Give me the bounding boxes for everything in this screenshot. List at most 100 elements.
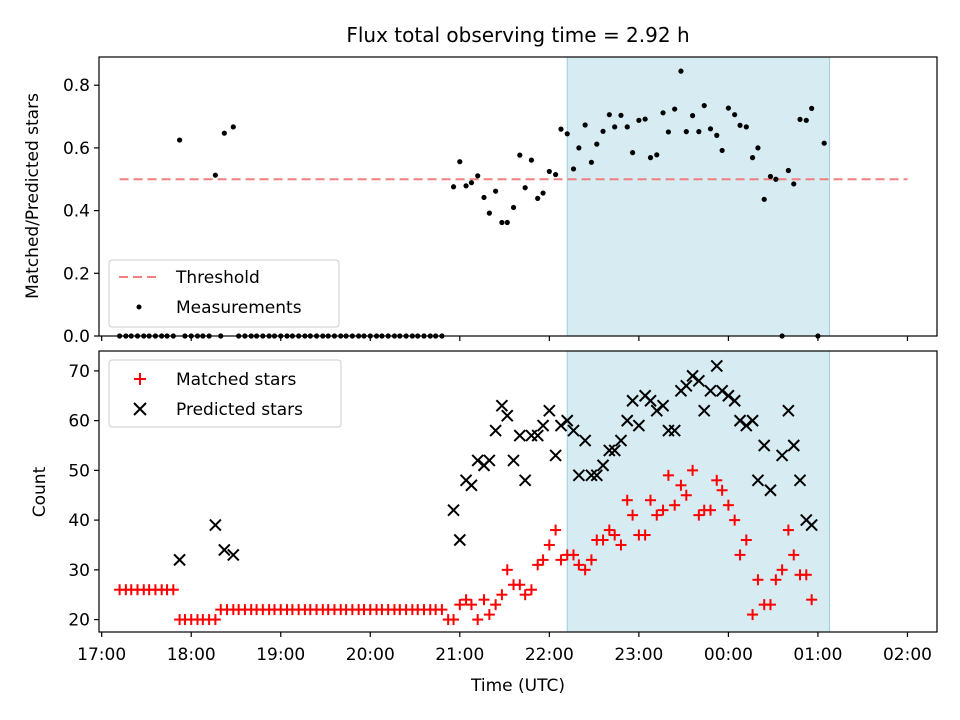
measurement-point bbox=[797, 116, 803, 122]
measurement-point bbox=[672, 106, 678, 112]
measurement-point bbox=[755, 145, 761, 151]
measurement-point bbox=[468, 180, 475, 186]
matched-stars-point bbox=[764, 599, 776, 611]
predicted-stars-point bbox=[536, 419, 550, 432]
matched-stars-point bbox=[460, 594, 472, 606]
matched-stars-point bbox=[669, 499, 681, 511]
legend-threshold-label: Threshold bbox=[175, 268, 260, 288]
matched-stars-point bbox=[568, 549, 580, 561]
predicted-stars-point bbox=[572, 469, 586, 482]
count-legend-box bbox=[108, 359, 342, 428]
count-plot-frame bbox=[98, 350, 938, 633]
measurement-point bbox=[737, 122, 743, 128]
matched-stars-point bbox=[776, 564, 788, 576]
matched-stars-point bbox=[770, 574, 782, 586]
measurement-point bbox=[689, 113, 696, 119]
measurement-point bbox=[767, 173, 774, 180]
legend-predicted-label: Predicted stars bbox=[176, 400, 303, 420]
measurement-point bbox=[660, 110, 666, 116]
matched-stars-point bbox=[722, 499, 734, 511]
measurement-point bbox=[588, 159, 595, 165]
measurement-point bbox=[176, 137, 183, 143]
measurement-point bbox=[773, 176, 779, 182]
matched-stars-point bbox=[514, 579, 526, 591]
measurement-point bbox=[230, 124, 236, 130]
measurement-point bbox=[564, 131, 570, 137]
measurement-point bbox=[528, 157, 535, 163]
x-tick-label: 17:00 bbox=[77, 645, 126, 665]
matched-stars-point bbox=[603, 524, 615, 536]
measurement-point bbox=[535, 195, 541, 201]
measurement-point bbox=[553, 171, 559, 178]
predicted-stars-point bbox=[680, 379, 693, 393]
matched-stars-point bbox=[543, 539, 555, 551]
matched-stars-point bbox=[436, 604, 448, 616]
measurement-point bbox=[450, 184, 457, 190]
measurement-point bbox=[221, 130, 227, 136]
predicted-stars-point bbox=[775, 449, 789, 462]
count-y-tick-label: 40 bbox=[68, 511, 90, 531]
measurement-point bbox=[809, 105, 815, 112]
count-y-tick-label: 60 bbox=[68, 412, 90, 432]
measurement-point bbox=[546, 168, 552, 175]
matched-stars-point bbox=[496, 589, 508, 601]
x-tick-label: 21:00 bbox=[435, 645, 484, 665]
matched-stars-point bbox=[615, 539, 627, 551]
measurement-point bbox=[749, 155, 756, 161]
predicted-stars-point bbox=[518, 474, 532, 487]
predicted-stars-point bbox=[621, 414, 634, 427]
predicted-stars-point bbox=[531, 429, 544, 442]
matched-stars-point bbox=[525, 584, 537, 596]
matched-stars-point bbox=[490, 599, 502, 611]
predicted-stars-point bbox=[728, 394, 741, 407]
measurement-point bbox=[510, 204, 517, 211]
measurement-point bbox=[606, 112, 612, 118]
count-y-axis-label: Count bbox=[30, 466, 50, 517]
measurement-point bbox=[517, 152, 523, 158]
matched-stars-point bbox=[752, 574, 764, 586]
predicted-stars-point bbox=[495, 399, 509, 412]
matched-stars-point bbox=[550, 524, 562, 536]
matched-stars-point bbox=[662, 469, 674, 481]
measurement-point bbox=[791, 181, 797, 187]
measurement-point bbox=[803, 117, 809, 123]
matched-stars-point bbox=[729, 514, 741, 526]
measurement-point bbox=[212, 172, 218, 178]
measurement-point bbox=[504, 219, 510, 226]
measurement-point bbox=[582, 122, 588, 128]
predicted-stars-point bbox=[227, 548, 240, 562]
x-tick-label: 02:00 bbox=[883, 645, 932, 665]
matched-stars-point bbox=[472, 614, 484, 626]
ratio-y-tick-label: 0.6 bbox=[63, 139, 90, 159]
measurement-point bbox=[665, 129, 672, 135]
matched-stars-point bbox=[627, 509, 639, 521]
matched-stars-point bbox=[800, 569, 812, 581]
measurement-point bbox=[761, 196, 767, 202]
matched-stars-point bbox=[680, 489, 692, 501]
measurement-point bbox=[696, 129, 702, 135]
predicted-stars-point bbox=[489, 424, 502, 437]
predicted-stars-point bbox=[751, 474, 765, 487]
count-panel: 20 30 40 50 60 70 17:00 18:00 19:00 20:00 21:00 22… bbox=[30, 350, 938, 696]
predicted-stars-point bbox=[608, 444, 621, 457]
measurement-point bbox=[678, 68, 684, 74]
measurement-point bbox=[821, 140, 827, 146]
matched-stars-point bbox=[209, 614, 221, 626]
predicted-stars-point bbox=[173, 553, 186, 567]
matched-stars-point bbox=[478, 594, 490, 606]
measurement-point bbox=[600, 128, 606, 134]
measurement-point bbox=[481, 194, 487, 201]
matched-stars-point bbox=[782, 524, 794, 536]
measurement-point bbox=[714, 132, 720, 138]
measurement-point bbox=[785, 167, 791, 174]
matched-stars-point bbox=[693, 509, 705, 521]
measurement-point bbox=[463, 183, 469, 189]
measurement-point bbox=[499, 219, 505, 226]
matched-stars-point bbox=[734, 549, 746, 561]
predicted-stars-point bbox=[782, 404, 795, 417]
measurement-point bbox=[647, 155, 654, 161]
legend-matched-swatch bbox=[134, 373, 146, 385]
predicted-stars-point bbox=[453, 533, 467, 547]
x-tick-label: 19:00 bbox=[256, 645, 305, 665]
